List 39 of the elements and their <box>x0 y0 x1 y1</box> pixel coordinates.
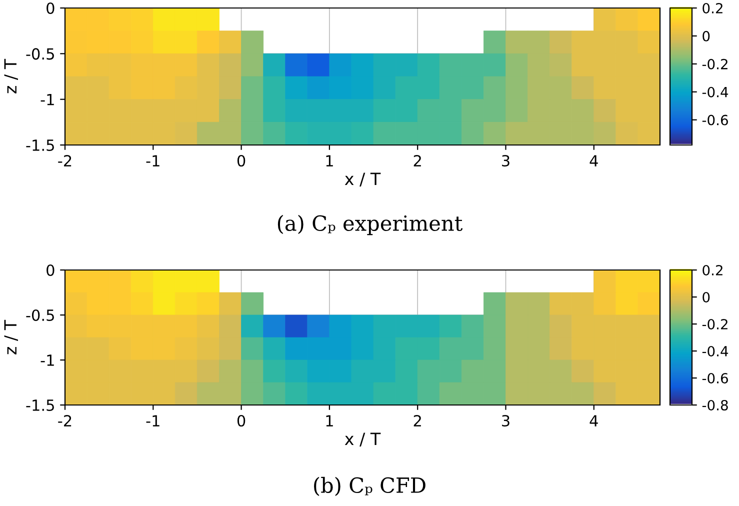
color-bar-label: 0 <box>702 30 710 42</box>
y-tick-label: -0.5 <box>26 309 54 322</box>
y-axis-title: z / T <box>4 58 18 94</box>
x-tick-label: 4 <box>590 155 598 166</box>
y-tick-label: -1.5 <box>26 400 54 412</box>
x-axis-title: x / T <box>344 172 381 186</box>
x-tick-label: -2 <box>58 414 72 426</box>
y-axis-title: z / T <box>4 320 18 354</box>
y-tick-label: -1.5 <box>26 140 54 152</box>
color-bar-label: -0.6 <box>702 114 728 126</box>
x-tick-label: 2 <box>414 154 421 166</box>
color-bar-label: 0 <box>702 292 710 302</box>
text: (b) Cₚ CFD <box>314 476 426 496</box>
x-tick-label: 2 <box>414 414 421 426</box>
x-tick-label: 3 <box>502 154 510 167</box>
text: (a) Cₚ experiment <box>278 214 463 236</box>
x-tick-label: 1 <box>326 415 333 426</box>
y-tick-label: 0 <box>46 264 54 276</box>
y-tick-label: 0 <box>46 2 54 14</box>
x-tick-label: 0 <box>237 414 246 427</box>
color-bar-label: -0.8 <box>702 400 728 410</box>
color-bar-label: -0.2 <box>702 58 728 70</box>
x-tick-label: 3 <box>502 414 510 427</box>
x-tick-label: -1 <box>146 155 160 166</box>
color-bar-label: -0.4 <box>702 346 728 356</box>
color-bar-label: -0.6 <box>702 372 728 384</box>
y-tick-label: -1 <box>40 94 54 106</box>
x-tick-label: 4 <box>590 415 598 426</box>
x-tick-label: -2 <box>58 154 72 166</box>
color-bar-label: 0.2 <box>702 264 722 276</box>
x-tick-label: 1 <box>326 155 333 166</box>
color-bar-label: 0.2 <box>702 2 722 14</box>
x-tick-label: 0 <box>237 154 246 167</box>
x-tick-label: -1 <box>146 415 160 426</box>
y-tick-label: -1 <box>40 354 54 366</box>
y-tick-label: -0.5 <box>26 48 54 60</box>
color-bar-label: -0.4 <box>702 86 728 98</box>
color-bar-label: -0.2 <box>702 318 728 330</box>
x-axis-title: x / T <box>344 432 381 446</box>
